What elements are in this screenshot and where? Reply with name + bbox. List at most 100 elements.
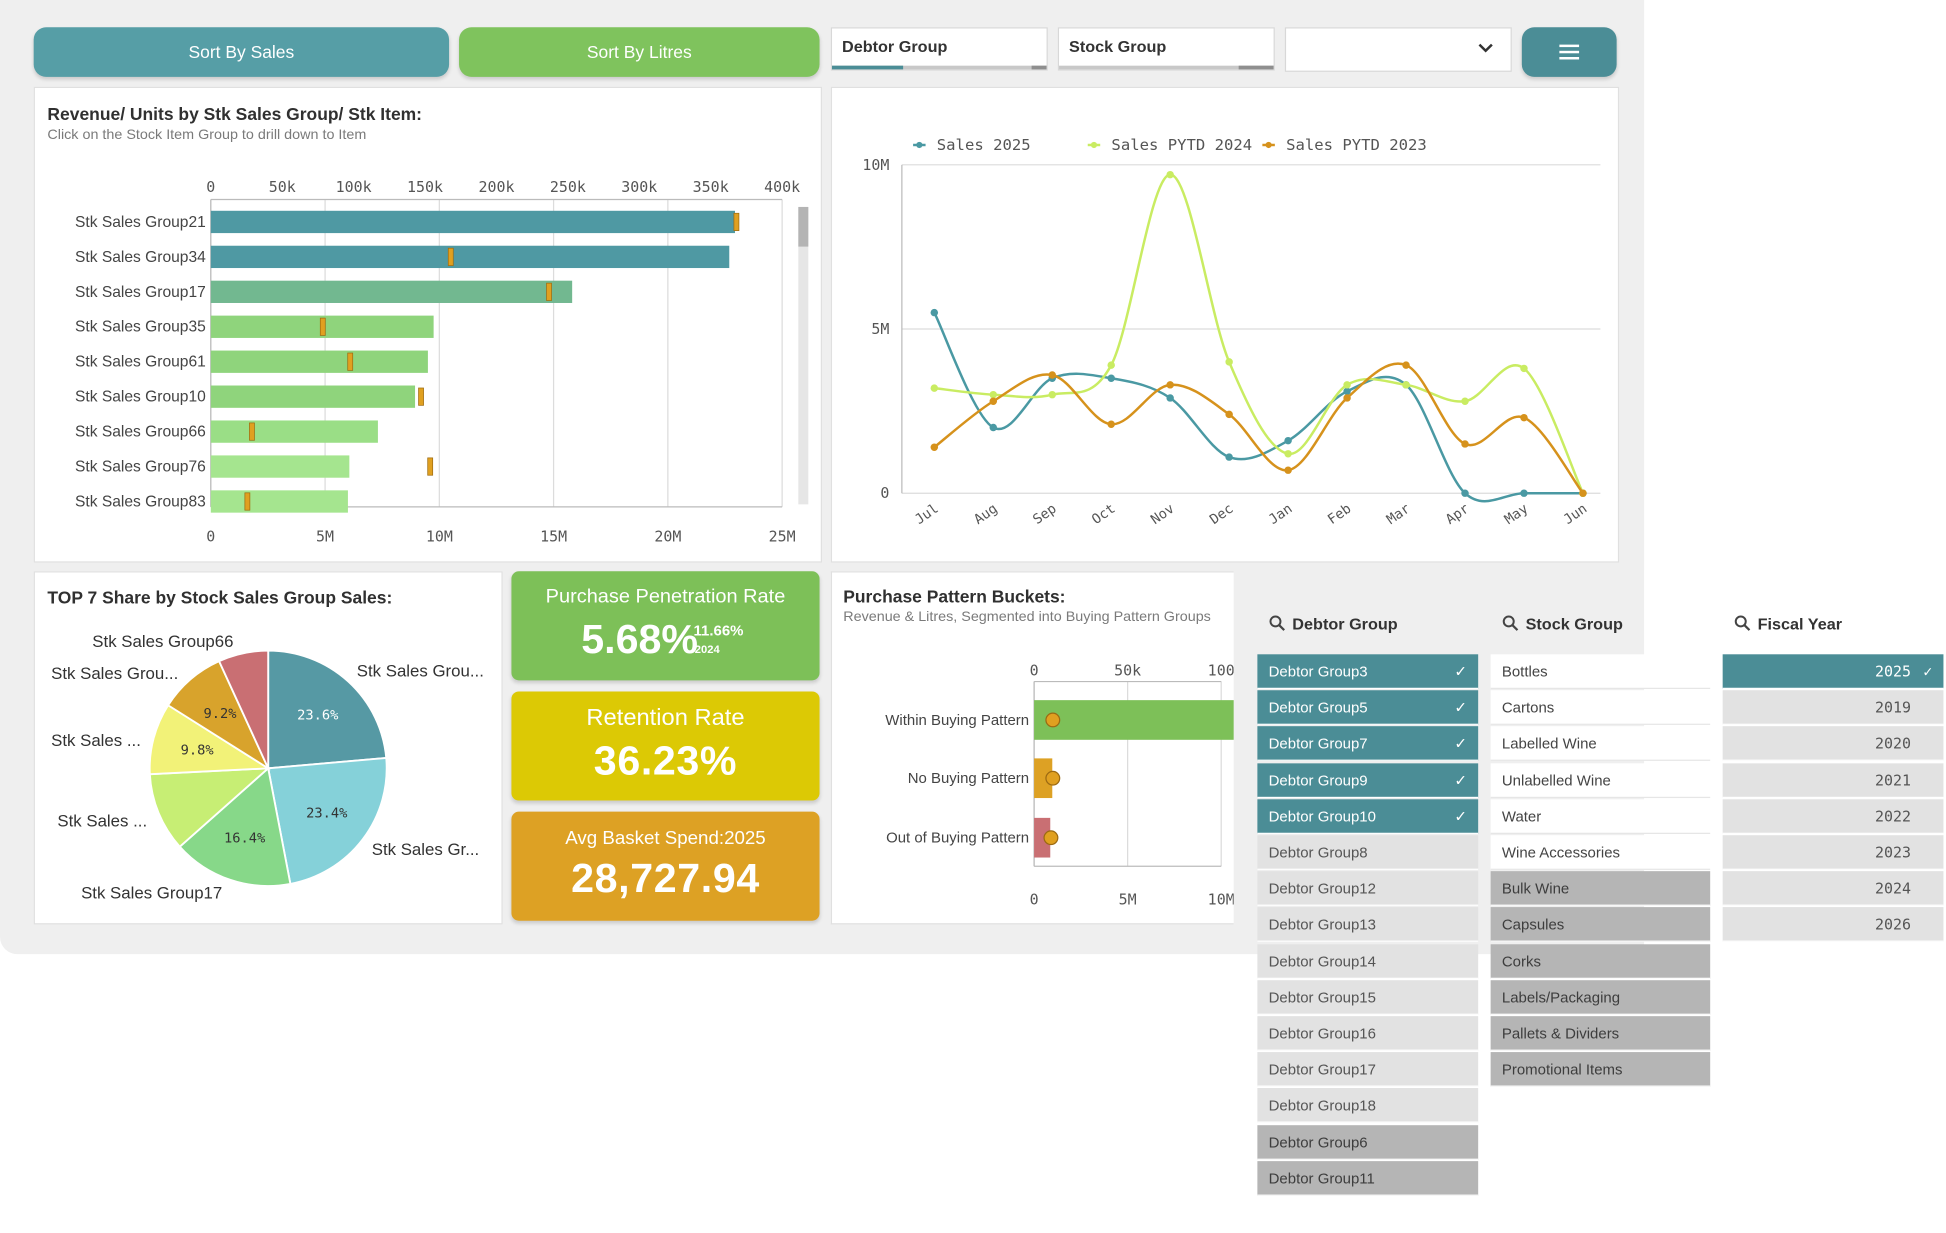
pie-chart-card: TOP 7 Share by Stock Sales Group Sales: … bbox=[33, 571, 503, 925]
pie-slice-label: Stk Sales Grou... bbox=[357, 662, 484, 681]
fiscal-list-item[interactable]: 2023 bbox=[1722, 835, 1944, 870]
stock-list-item-label: Capsules bbox=[1501, 916, 1565, 934]
check-icon: ✓ bbox=[1454, 662, 1467, 681]
legend-label: Sales PYTD 2024 bbox=[1111, 136, 1252, 154]
search-icon[interactable] bbox=[1734, 615, 1751, 632]
fiscal-list-title: Fiscal Year bbox=[1757, 614, 1843, 634]
line-point bbox=[1343, 381, 1351, 389]
debtor-filter-progress bbox=[832, 65, 1047, 70]
debtor-group-filter[interactable]: Debtor Group bbox=[830, 27, 1048, 71]
pie-chart[interactable]: 23.6% Stk Sales Grou... 23.4% Stk Sales Gr.… bbox=[35, 573, 502, 924]
debtor-list-item[interactable]: Debtor Group15 bbox=[1257, 979, 1479, 1015]
search-icon[interactable] bbox=[1502, 615, 1519, 632]
menu-button[interactable] bbox=[1521, 27, 1617, 77]
stock-list-item[interactable]: Bottles bbox=[1490, 654, 1711, 689]
debtor-list-item[interactable]: Debtor Group9 ✓ bbox=[1257, 762, 1479, 798]
stock-list-item[interactable]: Wine Accessories bbox=[1490, 835, 1711, 870]
line-y-tick: 0 bbox=[880, 484, 889, 502]
bar-category-label: Stk Sales Group66 bbox=[75, 424, 206, 441]
stock-list-item-label: Unlabelled Wine bbox=[1501, 771, 1611, 789]
line-point bbox=[1048, 390, 1056, 399]
debtor-list-item[interactable]: Debtor Group8 bbox=[1257, 835, 1479, 870]
check-icon: ✓ bbox=[1454, 771, 1467, 789]
pie-slice-label: Stk Sales Gr... bbox=[372, 840, 480, 859]
stock-list-item[interactable]: Capsules bbox=[1490, 907, 1711, 943]
pattern-chart-card: Purchase Pattern Buckets: Revenue & Litr… bbox=[830, 571, 1234, 925]
sort-by-litres-button[interactable]: Sort By Litres bbox=[459, 27, 820, 77]
bar-sales bbox=[210, 245, 730, 269]
debtor-list-item[interactable]: Debtor Group6 bbox=[1257, 1124, 1479, 1160]
bar-bottom-tick: 15M bbox=[540, 528, 567, 546]
debtor-list-item[interactable]: Debtor Group3 ✓ bbox=[1257, 654, 1479, 689]
search-icon[interactable] bbox=[1269, 615, 1286, 632]
line-point bbox=[1343, 394, 1351, 402]
stock-list-item[interactable]: Unlabelled Wine bbox=[1490, 762, 1711, 798]
debtor-list-item[interactable]: Debtor Group5 ✓ bbox=[1257, 690, 1479, 726]
line-x-tick: Feb bbox=[1325, 501, 1354, 528]
fiscal-list-item[interactable]: 2020 bbox=[1722, 726, 1944, 762]
stock-list-title: Stock Group bbox=[1525, 614, 1623, 634]
pattern-bar bbox=[1034, 817, 1051, 858]
debtor-list-item-label: Debtor Group7 bbox=[1268, 735, 1368, 753]
line-series bbox=[934, 173, 1585, 494]
fiscal-list-item-label: 2025 bbox=[1874, 662, 1912, 681]
fiscal-list-item[interactable]: 2024 bbox=[1722, 871, 1944, 907]
pattern-top-tick: 100 bbox=[1208, 661, 1234, 679]
stock-list-item[interactable]: Promotional Items bbox=[1490, 1052, 1711, 1088]
pie-slice bbox=[178, 766, 292, 887]
sort-by-sales-button[interactable]: Sort By Sales bbox=[33, 27, 450, 77]
generic-dropdown[interactable] bbox=[1284, 27, 1512, 72]
fiscal-list-item-label: 2024 bbox=[1874, 880, 1912, 898]
fiscal-list-item[interactable]: 2025 ✓ bbox=[1722, 654, 1944, 689]
debtor-list-item[interactable]: Debtor Group17 bbox=[1257, 1052, 1479, 1088]
pattern-chart[interactable]: 0 50k 100 0 5M 10M Within Buying Pattern No Buy… bbox=[832, 573, 1234, 924]
retention-rate-kpi[interactable]: Retention Rate 36.23% bbox=[511, 691, 820, 801]
line-point bbox=[1284, 450, 1292, 458]
bar-sales bbox=[210, 280, 573, 303]
bar-category-label: Stk Sales Group76 bbox=[75, 459, 206, 476]
fiscal-list-item[interactable]: 2026 bbox=[1722, 907, 1944, 943]
bar-marker bbox=[546, 282, 552, 301]
debtor-list-item-label: Debtor Group9 bbox=[1268, 771, 1368, 789]
stock-list-item[interactable]: Cartons bbox=[1490, 690, 1711, 726]
bar-marker bbox=[319, 317, 326, 336]
stock-list-item[interactable]: Corks bbox=[1490, 943, 1711, 979]
debtor-list-item[interactable]: Debtor Group11 bbox=[1257, 1160, 1479, 1196]
penetration-rate-kpi[interactable]: Purchase Penetration Rate 5.68% 11.66% 2… bbox=[511, 571, 820, 681]
check-icon: ✓ bbox=[1923, 662, 1933, 681]
debtor-list-item-label: Debtor Group12 bbox=[1268, 880, 1376, 898]
debtor-list-item[interactable]: Debtor Group7 ✓ bbox=[1257, 726, 1479, 762]
pie-slice-label: Stk Sales Group66 bbox=[92, 632, 233, 651]
pie-pct-label: 9.8% bbox=[181, 743, 214, 759]
fiscal-list-item[interactable]: 2021 bbox=[1722, 762, 1944, 798]
stock-list-item-label: Corks bbox=[1501, 952, 1541, 970]
debtor-list-item[interactable]: Debtor Group10 ✓ bbox=[1257, 799, 1479, 834]
line-chart[interactable]: 0 5M 10M Jul Aug Sep Oct Nov Dec Jan Feb Mar Apr May J… bbox=[832, 88, 1618, 561]
bar-top-tick: 100k bbox=[336, 178, 372, 196]
stock-list-item[interactable]: Pallets & Dividers bbox=[1490, 1016, 1711, 1051]
pie-pct-label: 16.4% bbox=[224, 830, 265, 846]
avg-basket-kpi[interactable]: Avg Basket Spend:2025 28,727.94 bbox=[511, 811, 820, 921]
line-point bbox=[1166, 394, 1174, 402]
stock-group-filter[interactable]: Stock Group bbox=[1057, 27, 1275, 71]
bar-sales bbox=[210, 385, 416, 408]
line-x-tick: Aug bbox=[971, 501, 1000, 528]
debtor-list-item[interactable]: Debtor Group12 bbox=[1257, 871, 1479, 907]
stock-list-item[interactable]: Labelled Wine bbox=[1490, 726, 1711, 762]
bar-scrollbar-thumb bbox=[798, 206, 809, 247]
bar-bottom-tick: 0 bbox=[206, 528, 215, 546]
pattern-bar bbox=[1034, 758, 1053, 799]
bar-top-tick: 150k bbox=[407, 178, 443, 196]
bar-chart[interactable]: 0 5M 10M 15M 20M 25M 0 50k 100k 150k 200k 250k 300k 3… bbox=[35, 88, 821, 561]
fiscal-list-item[interactable]: 2022 bbox=[1722, 799, 1944, 834]
stock-list-item[interactable]: Bulk Wine bbox=[1490, 871, 1711, 907]
line-point bbox=[1520, 489, 1528, 497]
debtor-list-item[interactable]: Debtor Group13 bbox=[1257, 907, 1479, 943]
bar-bottom-tick: 5M bbox=[316, 528, 334, 546]
stock-list-item[interactable]: Water bbox=[1490, 799, 1711, 834]
debtor-list-item[interactable]: Debtor Group18 bbox=[1257, 1088, 1479, 1124]
debtor-list-item[interactable]: Debtor Group14 bbox=[1257, 943, 1479, 979]
fiscal-list-item[interactable]: 2019 bbox=[1722, 690, 1944, 726]
debtor-list-item[interactable]: Debtor Group16 bbox=[1257, 1016, 1479, 1051]
stock-list-item[interactable]: Labels/Packaging bbox=[1490, 979, 1711, 1015]
